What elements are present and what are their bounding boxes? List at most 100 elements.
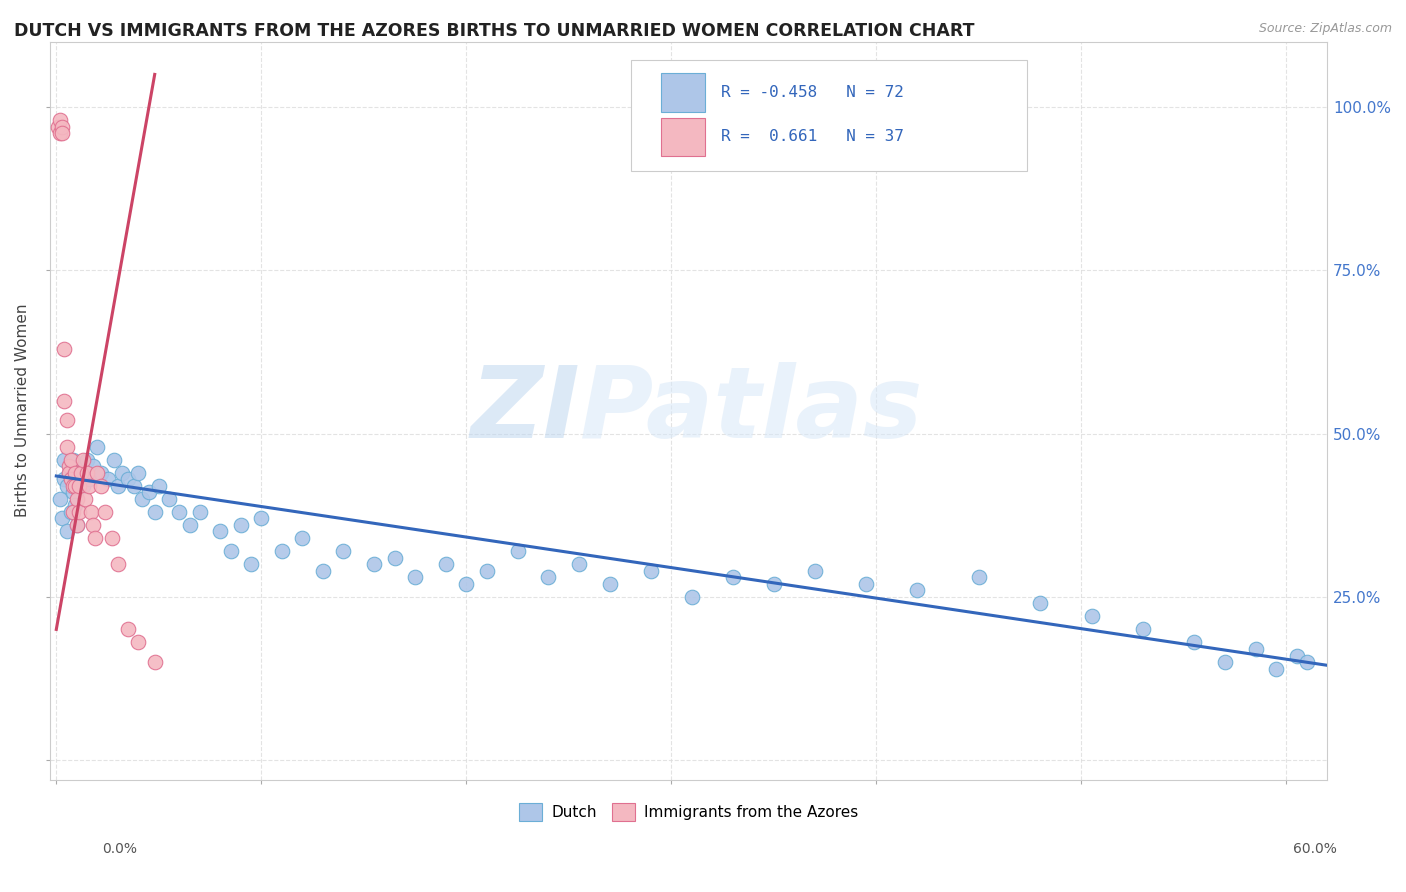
Point <box>49 113 72 128</box>
Point <box>127 635 149 649</box>
Point <box>434 557 457 571</box>
Point <box>59 452 82 467</box>
Point <box>94 505 117 519</box>
Point <box>84 531 107 545</box>
Point <box>70 466 93 480</box>
Point <box>1132 623 1154 637</box>
FancyBboxPatch shape <box>631 60 1028 171</box>
Text: R =  0.661   N = 37: R = 0.661 N = 37 <box>721 129 904 145</box>
Point <box>404 570 426 584</box>
Point <box>63 499 86 513</box>
Point <box>103 452 125 467</box>
Text: Source: ZipAtlas.com: Source: ZipAtlas.com <box>1258 22 1392 36</box>
Text: ZI: ZI <box>471 362 581 459</box>
Point <box>55 524 77 539</box>
Point <box>90 466 112 480</box>
Point <box>291 531 314 545</box>
Point <box>122 479 145 493</box>
Point <box>127 466 149 480</box>
Point <box>229 518 252 533</box>
Point <box>73 491 96 506</box>
FancyBboxPatch shape <box>661 73 706 112</box>
Point <box>51 511 73 525</box>
Point <box>90 479 112 493</box>
Point <box>53 342 76 356</box>
Point <box>131 491 153 506</box>
Text: R = -0.458   N = 72: R = -0.458 N = 72 <box>721 85 904 100</box>
Point <box>59 505 82 519</box>
Point <box>53 472 76 486</box>
Point <box>250 511 273 525</box>
Point <box>86 440 108 454</box>
Point <box>1213 655 1236 669</box>
Point <box>219 544 242 558</box>
Point <box>49 126 72 140</box>
Point <box>568 557 591 571</box>
Point <box>967 570 990 584</box>
Legend: Dutch, Immigrants from the Azores: Dutch, Immigrants from the Azores <box>513 797 865 827</box>
Point <box>62 485 84 500</box>
Point <box>53 393 76 408</box>
Point <box>240 557 263 571</box>
Point <box>721 570 744 584</box>
Point <box>107 479 129 493</box>
Point <box>143 505 166 519</box>
Point <box>67 505 90 519</box>
Point <box>138 485 160 500</box>
Text: DUTCH VS IMMIGRANTS FROM THE AZORES BIRTHS TO UNMARRIED WOMEN CORRELATION CHART: DUTCH VS IMMIGRANTS FROM THE AZORES BIRT… <box>14 22 974 40</box>
Point <box>58 466 80 480</box>
Point <box>270 544 292 558</box>
Point <box>72 479 94 493</box>
Point <box>855 576 877 591</box>
Point <box>70 466 93 480</box>
Point <box>49 491 72 506</box>
Point <box>82 518 104 533</box>
Point <box>506 544 529 558</box>
Point <box>332 544 354 558</box>
Point <box>117 472 139 486</box>
Point <box>209 524 232 539</box>
Point <box>475 564 498 578</box>
Point <box>804 564 827 578</box>
Point <box>1029 596 1052 610</box>
Point <box>82 459 104 474</box>
Point <box>188 505 211 519</box>
Point <box>55 413 77 427</box>
Point <box>96 472 118 486</box>
Point <box>72 452 94 467</box>
Point <box>640 564 662 578</box>
Point <box>76 466 98 480</box>
FancyBboxPatch shape <box>661 118 706 156</box>
Point <box>384 550 406 565</box>
Point <box>1265 662 1288 676</box>
Point <box>77 472 100 486</box>
Point <box>1285 648 1308 663</box>
Point <box>681 590 703 604</box>
Point <box>762 576 785 591</box>
Point <box>51 126 73 140</box>
Text: 0.0%: 0.0% <box>103 842 136 856</box>
Point <box>51 120 73 134</box>
Point <box>179 518 201 533</box>
Point <box>111 466 134 480</box>
Point <box>77 479 100 493</box>
Point <box>148 479 170 493</box>
Point <box>312 564 335 578</box>
Point <box>86 466 108 480</box>
Point <box>76 452 98 467</box>
Point <box>62 479 84 493</box>
Point <box>100 531 122 545</box>
Point <box>363 557 385 571</box>
Point <box>62 452 84 467</box>
Point <box>62 505 84 519</box>
Point <box>80 505 103 519</box>
Y-axis label: Births to Unmarried Women: Births to Unmarried Women <box>15 304 30 517</box>
Point <box>169 505 191 519</box>
Point <box>1182 635 1205 649</box>
Point <box>456 576 478 591</box>
Point <box>1296 655 1319 669</box>
Point <box>58 459 80 474</box>
Point <box>143 655 166 669</box>
Point <box>157 491 180 506</box>
Point <box>1244 642 1267 657</box>
